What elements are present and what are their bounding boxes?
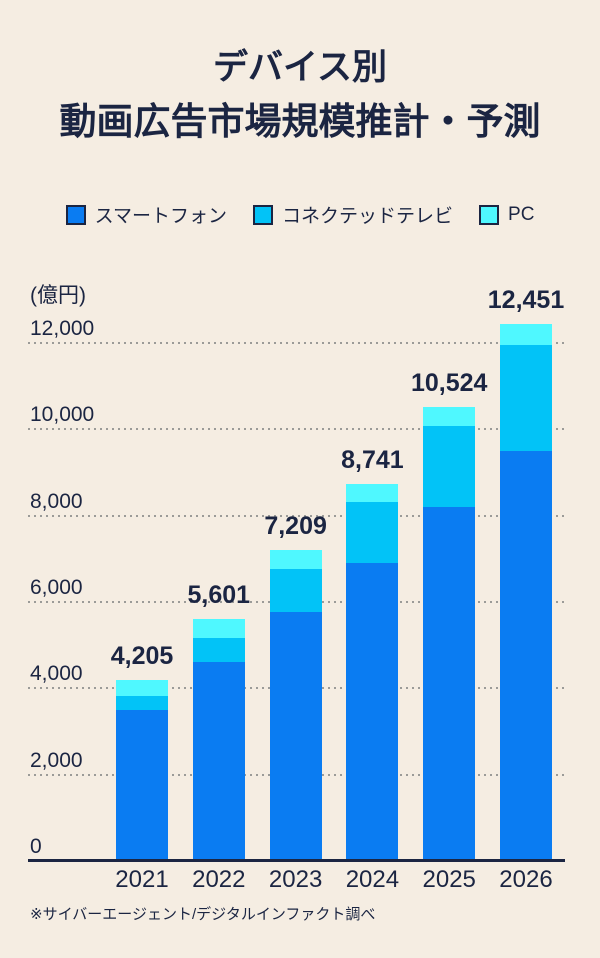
legend-label-connected-tv: コネクテッドテレビ bbox=[282, 206, 454, 227]
page-title: デバイス別 動画広告市場規模推計・予測 bbox=[0, 44, 600, 152]
y-tick-label-0: 0 bbox=[30, 835, 42, 858]
total-label-2022: 5,601 bbox=[187, 581, 251, 610]
legend-swatch-pc-icon bbox=[479, 204, 500, 225]
bar-2022-segment bbox=[192, 619, 245, 638]
bar-2024-segment bbox=[346, 563, 399, 861]
bar-2022-segment bbox=[192, 662, 245, 861]
legend-swatch-smartphone-icon bbox=[65, 204, 86, 225]
title-line-2: 動画広告市場規模推計・予測 bbox=[59, 101, 541, 142]
y-tick-label-12000: 12,000 bbox=[30, 317, 95, 341]
bar-2021-segment bbox=[116, 679, 168, 697]
bar-2026-segment bbox=[500, 451, 552, 861]
x-axis-line bbox=[28, 859, 565, 862]
source-footnote: ※サイバーエージェント/デジタルインファクト調べ bbox=[30, 906, 376, 923]
total-label-2024: 8,741 bbox=[341, 445, 404, 474]
legend-label-pc: PC bbox=[508, 203, 535, 225]
bar-2024-segment bbox=[346, 501, 399, 564]
x-tick-label-2024: 2024 bbox=[345, 866, 400, 893]
y-tick-label-10000: 10,000 bbox=[30, 403, 95, 427]
total-label-2026: 12,451 bbox=[487, 285, 565, 314]
legend-item-pc: PC bbox=[479, 204, 534, 226]
bar-2025-segment bbox=[423, 507, 476, 861]
x-tick-label-2021: 2021 bbox=[115, 866, 169, 893]
bar-2022-segment bbox=[192, 638, 245, 663]
gridline-8000 bbox=[28, 514, 565, 517]
bar-2023-segment bbox=[269, 568, 322, 612]
bar-2025-segment bbox=[423, 406, 476, 426]
chart-legend: スマートフォン コネクテッドテレビ PC bbox=[0, 201, 600, 228]
legend-swatch-connected-tv-icon bbox=[253, 204, 273, 225]
bar-2024-segment bbox=[346, 483, 399, 502]
y-tick-label-8000: 8,000 bbox=[30, 489, 83, 513]
gridline-12000 bbox=[28, 342, 565, 345]
bar-2021-segment bbox=[116, 710, 168, 861]
legend-label-smartphone: スマートフォン bbox=[94, 206, 227, 227]
bar-2021-segment bbox=[116, 696, 168, 711]
total-label-2021: 4,205 bbox=[110, 641, 174, 670]
bar-2026-segment bbox=[500, 345, 552, 452]
gridline-10000 bbox=[28, 428, 565, 431]
y-tick-label-4000: 4,000 bbox=[30, 662, 83, 686]
x-tick-label-2023: 2023 bbox=[268, 866, 323, 893]
bar-2025-segment bbox=[423, 425, 476, 507]
bar-2023-segment bbox=[269, 549, 322, 569]
legend-item-smartphone: スマートフォン bbox=[65, 201, 227, 228]
x-tick-label-2025: 2025 bbox=[422, 866, 476, 893]
x-tick-label-2022: 2022 bbox=[192, 866, 246, 893]
y-tick-label-6000: 6,000 bbox=[30, 576, 83, 599]
total-label-2023: 7,209 bbox=[264, 511, 327, 540]
total-label-2025: 10,524 bbox=[410, 368, 488, 397]
y-axis-unit-label: (億円) bbox=[30, 284, 86, 307]
bar-2023-segment bbox=[269, 611, 322, 861]
title-line-1: デバイス別 bbox=[213, 48, 387, 87]
x-tick-label-2026: 2026 bbox=[499, 866, 553, 893]
bar-2026-segment bbox=[500, 323, 552, 346]
legend-item-connected-tv: コネクテッドテレビ bbox=[253, 201, 453, 228]
y-tick-label-2000: 2,000 bbox=[30, 748, 83, 772]
